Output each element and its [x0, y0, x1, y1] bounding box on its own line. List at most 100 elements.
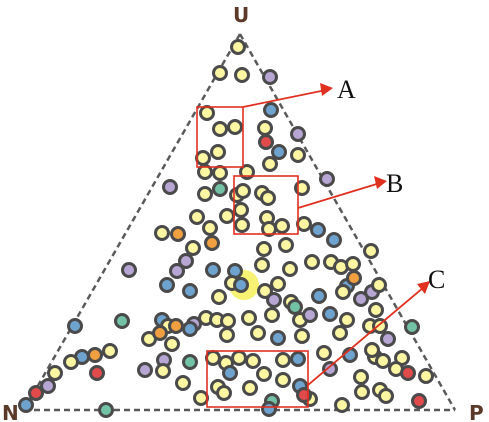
data-point: [250, 325, 266, 341]
data-point: [199, 105, 215, 121]
data-point: [28, 385, 44, 401]
data-point: [219, 208, 235, 224]
data-point: [261, 221, 277, 237]
data-point: [262, 69, 278, 85]
data-point: [371, 277, 387, 293]
arrow-b-head: [374, 176, 387, 189]
data-point: [364, 342, 380, 358]
data-point: [216, 385, 232, 401]
data-point: [242, 380, 258, 396]
data-point: [296, 216, 312, 232]
data-point: [353, 291, 369, 307]
data-point: [87, 347, 103, 363]
data-point: [256, 241, 272, 257]
data-point: [155, 363, 171, 379]
callout-box-a: [196, 106, 244, 168]
callout-box-b: [233, 175, 299, 235]
data-point: [335, 284, 351, 300]
data-point: [319, 171, 335, 187]
data-point: [170, 226, 186, 242]
data-point: [197, 164, 213, 180]
data-point: [245, 353, 261, 369]
data-point: [168, 318, 184, 334]
data-point: [266, 292, 282, 308]
data-point: [230, 39, 246, 55]
data-points: [18, 39, 434, 418]
data-point: [400, 365, 416, 381]
data-point: [202, 220, 218, 236]
data-point: [418, 368, 434, 384]
data-point: [89, 365, 105, 381]
data-point: [270, 276, 286, 292]
data-point: [182, 354, 198, 370]
data-point: [290, 147, 306, 163]
data-point: [322, 361, 338, 377]
data-point: [40, 378, 56, 394]
callout-boxes: [196, 106, 309, 408]
data-point: [287, 299, 303, 315]
data-point: [234, 217, 250, 233]
data-point: [332, 325, 348, 341]
data-point: [182, 283, 198, 299]
data-point: [220, 313, 236, 329]
data-point: [67, 318, 83, 334]
data-point: [204, 235, 220, 251]
data-point: [275, 372, 291, 388]
arrow-c: [307, 286, 425, 386]
data-point: [271, 144, 287, 160]
data-point: [326, 232, 342, 248]
data-point: [372, 318, 388, 334]
data-point: [234, 67, 250, 83]
data-point: [193, 390, 209, 406]
arrow-b: [297, 182, 381, 209]
data-point: [18, 397, 34, 413]
data-point: [353, 369, 369, 385]
data-point: [121, 262, 137, 278]
callout-arrows: [242, 83, 430, 386]
data-point: [368, 302, 384, 318]
callout-label-a: A: [337, 75, 356, 104]
data-point: [222, 365, 238, 381]
data-point: [241, 310, 257, 326]
data-point: [290, 351, 306, 367]
data-point: [63, 354, 79, 370]
data-point: [260, 190, 276, 206]
data-point: [169, 263, 185, 279]
data-point: [205, 350, 221, 366]
data-point: [411, 393, 427, 409]
data-point: [219, 327, 235, 343]
data-point: [162, 179, 178, 195]
callout-label-b: B: [386, 169, 403, 198]
data-point: [152, 325, 168, 341]
data-point: [257, 120, 273, 136]
data-point: [404, 319, 420, 335]
arrow-c-head: [417, 281, 430, 294]
data-point: [185, 240, 201, 256]
data-point: [346, 270, 362, 286]
data-point: [261, 401, 277, 417]
data-point: [227, 119, 243, 135]
vertex-label-left: N: [2, 401, 19, 422]
data-point: [378, 388, 394, 404]
data-point: [304, 254, 320, 270]
data-point: [316, 345, 332, 361]
data-point: [210, 144, 226, 160]
data-point: [212, 121, 228, 137]
data-point: [302, 307, 318, 323]
data-point: [270, 330, 286, 346]
data-point: [205, 262, 221, 278]
data-point: [282, 261, 298, 277]
data-point: [256, 366, 272, 382]
data-point: [175, 375, 191, 391]
arrow-a: [242, 89, 327, 108]
data-point: [114, 313, 130, 329]
data-point: [262, 156, 278, 172]
data-point: [102, 343, 118, 359]
data-point: [274, 218, 290, 234]
data-point: [212, 181, 228, 197]
labels: U N P A B C: [2, 3, 484, 422]
data-point: [137, 362, 153, 378]
data-point: [233, 202, 249, 218]
edge-right: [238, 33, 457, 411]
